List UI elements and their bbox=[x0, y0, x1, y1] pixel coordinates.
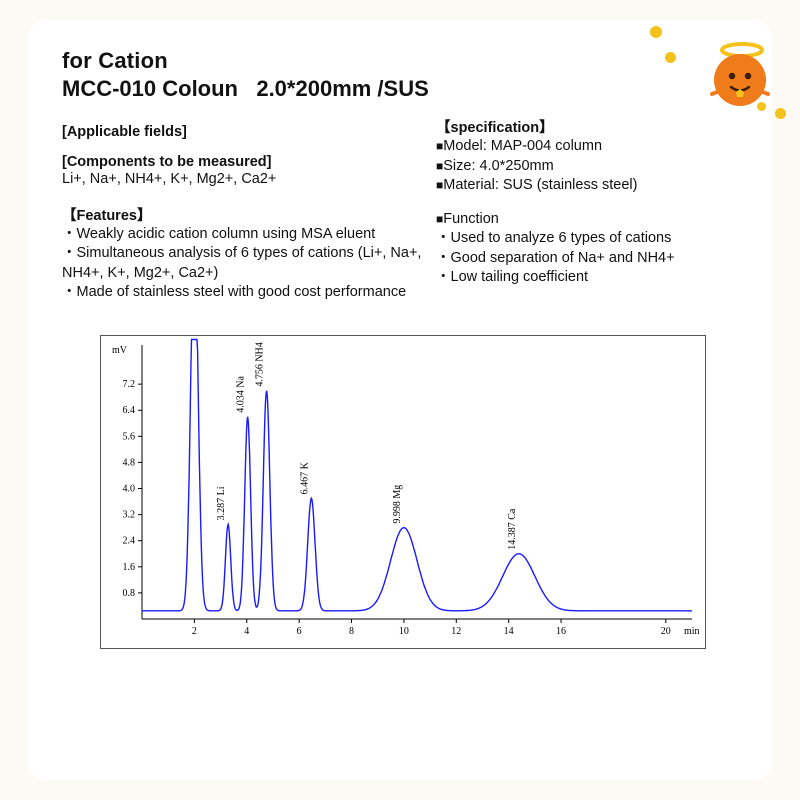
right-column: 【specification】 Model: MAP-004 columnSiz… bbox=[432, 116, 738, 317]
svg-text:12: 12 bbox=[451, 626, 461, 637]
svg-text:10: 10 bbox=[399, 626, 409, 637]
svg-text:3.2: 3.2 bbox=[123, 509, 136, 520]
list-item: Size: 4.0*250mm bbox=[436, 157, 738, 177]
svg-text:0.8: 0.8 bbox=[123, 588, 136, 599]
svg-text:7.2: 7.2 bbox=[123, 379, 136, 390]
svg-text:20: 20 bbox=[661, 626, 671, 637]
svg-text:9.998 Mg: 9.998 Mg bbox=[392, 485, 403, 524]
mascot-icon bbox=[700, 36, 780, 116]
list-item: Simultaneous analysis of 6 types of cati… bbox=[62, 244, 422, 283]
components-hdr: [Components to be measured] bbox=[62, 154, 422, 170]
svg-text:16: 16 bbox=[556, 626, 566, 637]
list-item: Used to analyze 6 types of cations bbox=[436, 229, 738, 249]
svg-text:2: 2 bbox=[192, 626, 197, 637]
features-hdr: 【Features】 bbox=[62, 204, 422, 225]
svg-text:6.467 K: 6.467 K bbox=[299, 461, 310, 494]
svg-text:14: 14 bbox=[504, 626, 514, 637]
list-item: Material: SUS (stainless steel) bbox=[436, 176, 738, 196]
decor-dot bbox=[650, 26, 662, 38]
svg-text:6: 6 bbox=[297, 626, 302, 637]
svg-text:mV: mV bbox=[112, 345, 128, 356]
funcs-list: Used to analyze 6 types of cationsGood s… bbox=[436, 229, 738, 288]
svg-text:2.4: 2.4 bbox=[123, 536, 136, 547]
svg-text:5.6: 5.6 bbox=[123, 431, 136, 442]
list-item: Weakly acidic cation column using MSA el… bbox=[62, 225, 422, 245]
list-item: Good separation of Na+ and NH4+ bbox=[436, 249, 738, 269]
list-item: Made of stainless steel with good cost p… bbox=[62, 283, 422, 303]
svg-text:4.0: 4.0 bbox=[123, 483, 136, 494]
svg-text:3.287 Li: 3.287 Li bbox=[216, 486, 227, 520]
title-line-2: MCC-010 Coloun 2.0*200mm /SUS bbox=[62, 76, 738, 102]
chromatogram-chart: 0.8 1.6 2.4 3.2 4.0 4.8 5.6 6.4 7.2 2 4 6 8 10 12 14 16 2… bbox=[100, 335, 706, 649]
svg-text:min: min bbox=[684, 626, 700, 637]
title-line-1: for Cation bbox=[62, 48, 738, 74]
components-txt: Li+, Na+, NH4+, K+, Mg2+, Ca2+ bbox=[62, 170, 422, 190]
svg-text:4.756 NH4: 4.756 NH4 bbox=[255, 342, 266, 386]
function-hdr: Function bbox=[436, 210, 738, 230]
svg-text:6.4: 6.4 bbox=[123, 405, 136, 416]
svg-text:4.8: 4.8 bbox=[123, 457, 136, 468]
svg-text:4: 4 bbox=[244, 626, 249, 637]
spec-hdr: 【specification】 bbox=[436, 116, 738, 137]
features-list: Weakly acidic cation column using MSA el… bbox=[62, 225, 422, 303]
left-column: [Applicable fields] [Components to be me… bbox=[62, 116, 422, 317]
specs-list: Model: MAP-004 columnSize: 4.0*250mmMate… bbox=[436, 137, 738, 196]
decor-dot bbox=[665, 52, 676, 63]
svg-text:4.034 Na: 4.034 Na bbox=[236, 375, 247, 412]
svg-text:8: 8 bbox=[349, 626, 354, 637]
svg-text:14.387 Ca: 14.387 Ca bbox=[507, 508, 518, 550]
list-item: Low tailing coefficient bbox=[436, 268, 738, 288]
function-hdr-wrap: Function bbox=[436, 210, 738, 230]
svg-text:1.6: 1.6 bbox=[123, 562, 136, 573]
list-item: Model: MAP-004 column bbox=[436, 137, 738, 157]
applicable-fields-hdr: [Applicable fields] bbox=[62, 124, 422, 140]
